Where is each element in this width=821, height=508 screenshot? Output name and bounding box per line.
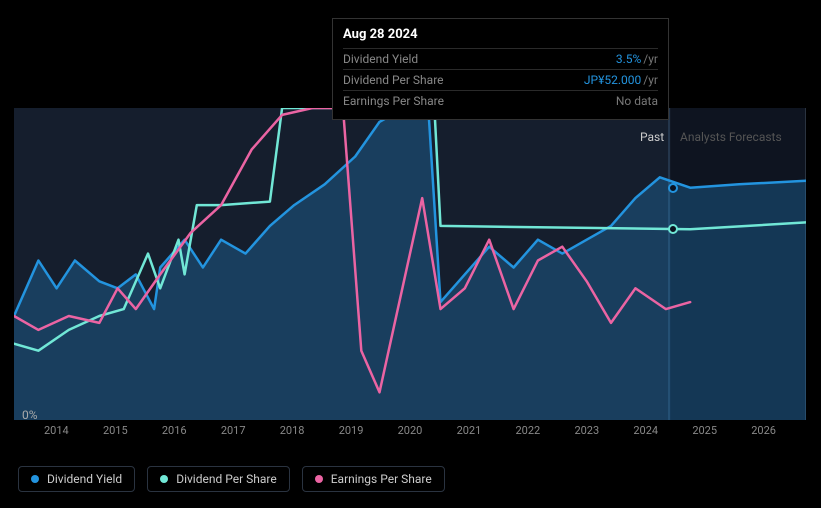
x-tick: 2014	[44, 424, 69, 437]
y-axis-min: 0%	[22, 408, 38, 422]
x-tick: 2021	[457, 424, 482, 437]
tooltip-row-value: JP¥52.000/yr	[584, 73, 658, 87]
x-axis: 2014 2015 2016 2017 2018 2019 2020 2021 2022 2023…	[14, 424, 806, 437]
plot-svg	[14, 108, 806, 420]
tooltip-row-value: No data	[616, 94, 658, 108]
x-tick: 2020	[398, 424, 423, 437]
tooltip-row-label: Dividend Yield	[343, 52, 418, 66]
legend-label: Dividend Per Share	[176, 472, 277, 486]
tooltip-row-label: Dividend Per Share	[343, 73, 444, 87]
end-marker-dividend-yield	[668, 183, 678, 193]
end-marker-dividend-per-share	[668, 224, 678, 234]
chart-container: Aug 28 2024 Dividend Yield3.5%/yrDividen…	[0, 0, 821, 508]
hover-tooltip: Aug 28 2024 Dividend Yield3.5%/yrDividen…	[332, 18, 669, 120]
legend-marker-icon	[31, 475, 39, 483]
x-tick: 2019	[339, 424, 364, 437]
x-tick: 2016	[162, 424, 187, 437]
tooltip-row: Dividend Per Share JP¥52.000/yr	[343, 69, 658, 90]
legend-item[interactable]: Dividend Yield	[18, 466, 135, 492]
legend-label: Earnings Per Share	[331, 472, 432, 486]
x-tick: 2015	[103, 424, 128, 437]
legend-item[interactable]: Dividend Per Share	[147, 466, 290, 492]
x-tick: 2026	[751, 424, 776, 437]
legend-label: Dividend Yield	[47, 472, 122, 486]
tooltip-row: Earnings Per Share No data	[343, 90, 658, 111]
tooltip-row-label: Earnings Per Share	[343, 94, 444, 108]
legend: Dividend Yield Dividend Per Share Earnings…	[18, 466, 445, 492]
legend-marker-icon	[315, 475, 323, 483]
x-tick: 2017	[221, 424, 246, 437]
x-tick: 2018	[280, 424, 305, 437]
x-tick: 2023	[574, 424, 599, 437]
legend-marker-icon	[160, 475, 168, 483]
x-tick: 2024	[633, 424, 658, 437]
x-tick: 2025	[692, 424, 717, 437]
tooltip-date: Aug 28 2024	[343, 27, 658, 42]
legend-item[interactable]: Earnings Per Share	[302, 466, 445, 492]
x-tick: 2022	[516, 424, 541, 437]
tooltip-row: Dividend Yield 3.5%/yr	[343, 48, 658, 69]
tooltip-row-value: 3.5%/yr	[616, 52, 658, 66]
